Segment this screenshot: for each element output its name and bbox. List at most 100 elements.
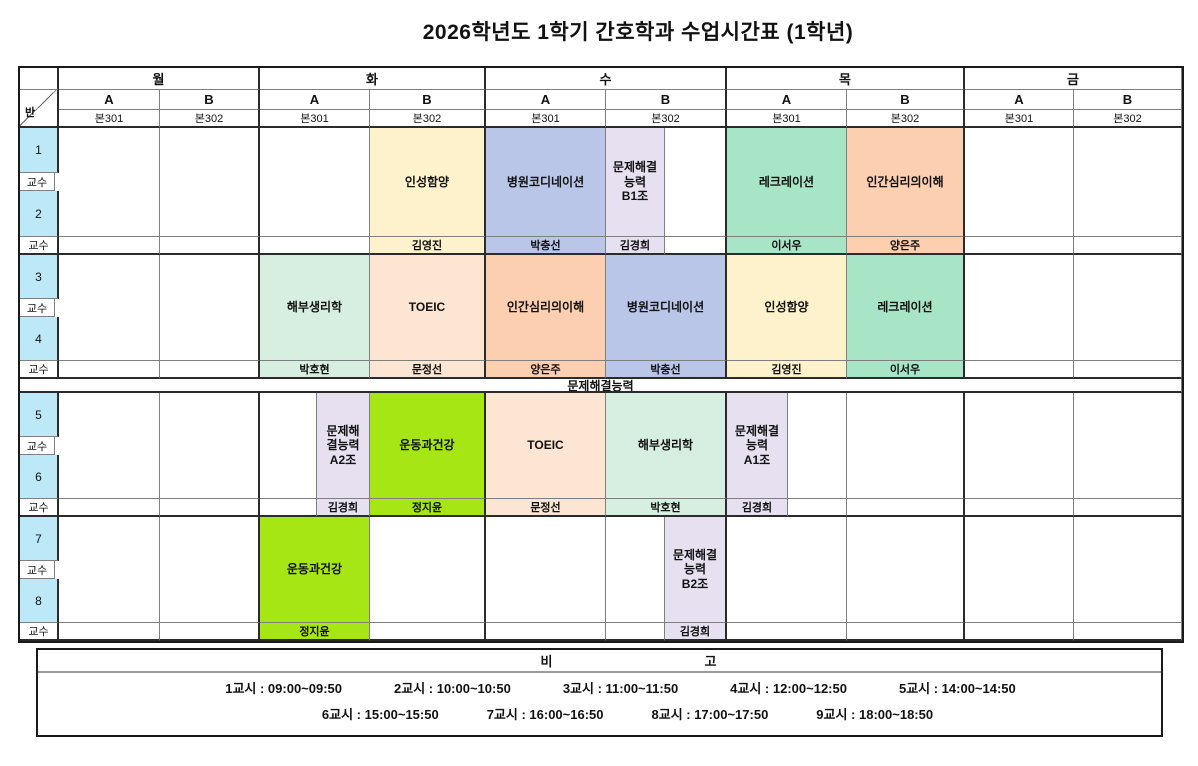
period-time: 2교시 : 10:00~10:50: [394, 681, 511, 696]
class-cell: 인간심리의이해: [847, 128, 965, 237]
room-label-수-B: 본302: [606, 110, 727, 128]
empty-slot: [1074, 393, 1182, 499]
professor-cell: 이서우: [727, 237, 847, 255]
empty-slot: [59, 255, 160, 361]
corner-class-label: 반: [25, 106, 36, 119]
period-number: 2: [20, 191, 59, 237]
remarks-title-left: 비: [540, 654, 553, 669]
class-cell: 인간심리의이해: [486, 255, 606, 361]
day-header-수: 수: [486, 68, 727, 90]
class-cell: 인성함양: [727, 255, 847, 361]
professor-cell: 문정선: [486, 499, 606, 517]
empty-slot: [965, 128, 1074, 237]
empty-slot: [160, 517, 260, 623]
empty-slot: [260, 128, 370, 237]
empty-slot: [1074, 128, 1182, 237]
professor-cell: 정지윤: [370, 499, 486, 517]
period-times-row-1: 1교시 : 09:00~09:50 2교시 : 10:00~10:50 3교시 : …: [38, 678, 1161, 697]
professor-cell: 양은주: [847, 237, 965, 255]
professor-row-label: 교수: [20, 237, 59, 255]
professor-cell: 박충선: [486, 237, 606, 255]
empty-professor-cell: [260, 499, 317, 517]
empty-professor-cell: [1074, 623, 1182, 641]
room-label-월-B: 본302: [160, 110, 260, 128]
professor-row-label: 교수: [20, 499, 59, 517]
empty-slot: [160, 393, 260, 499]
empty-professor-cell: [160, 361, 260, 379]
professor-cell: 이서우: [847, 361, 965, 379]
class-cell: 인성함양: [370, 128, 486, 237]
room-label-목-B: 본302: [847, 110, 965, 128]
section-header-수-B: B: [606, 90, 727, 110]
empty-slot: [160, 128, 260, 237]
section-header-화-A: A: [260, 90, 370, 110]
section-header-월-B: B: [160, 90, 260, 110]
room-label-화-A: 본301: [260, 110, 370, 128]
remarks-box: 비 고 1교시 : 09:00~09:50 2교시 : 10:00~10:50 3교…: [36, 648, 1163, 737]
empty-professor-cell: [1074, 499, 1182, 517]
empty-slot: [486, 517, 606, 623]
period-time: 7교시 : 16:00~16:50: [486, 707, 604, 722]
class-cell: 문제해결 능력 A1조: [727, 393, 788, 499]
empty-slot: [727, 517, 847, 623]
empty-slot: [260, 393, 317, 499]
section-header-화-B: B: [370, 90, 486, 110]
remarks-title-right: 고: [704, 654, 717, 669]
empty-professor-cell: [665, 237, 727, 255]
empty-slot: [370, 517, 486, 623]
period-number: 8: [20, 579, 59, 623]
period-times-row-2: 6교시 : 15:00~15:50 7교시 : 16:00~16:50 8교시 : …: [38, 704, 1161, 723]
corner-class-cell: 반: [20, 90, 59, 128]
section-header-목-B: B: [847, 90, 965, 110]
class-cell: 문제해결 능력 B2조: [665, 517, 727, 623]
period-number: 1: [20, 128, 59, 173]
professor-row-label: 교수: [20, 173, 55, 191]
period-time: 8교시 : 17:00~17:50: [651, 707, 769, 722]
empty-professor-cell: [965, 499, 1074, 517]
room-label-금-B: 본302: [1074, 110, 1182, 128]
empty-professor-cell: [1074, 237, 1182, 255]
empty-professor-cell: [965, 623, 1074, 641]
period-number: 6: [20, 455, 59, 499]
empty-professor-cell: [606, 623, 665, 641]
empty-slot: [847, 393, 965, 499]
period-number: 4: [20, 317, 59, 361]
timetable-grid: 반 문제해결능력 월 A 본301 B 본302 화 A 본301 B 본302 수 A 본301 B 본3…: [18, 66, 1184, 643]
day-header-월: 월: [59, 68, 260, 90]
day-header-화: 화: [260, 68, 486, 90]
period-number: 5: [20, 393, 59, 437]
professor-cell: 김경희: [665, 623, 727, 641]
empty-slot: [606, 517, 665, 623]
class-cell: 레크레이션: [727, 128, 847, 237]
empty-professor-cell: [965, 361, 1074, 379]
room-label-화-B: 본302: [370, 110, 486, 128]
professor-cell: 김영진: [727, 361, 847, 379]
professor-row-label: 교수: [20, 437, 55, 455]
empty-professor-cell: [370, 623, 486, 641]
section-header-금-B: B: [1074, 90, 1182, 110]
period-time: 5교시 : 14:00~14:50: [898, 681, 1016, 696]
empty-professor-cell: [1074, 361, 1182, 379]
empty-slot: [965, 255, 1074, 361]
section-header-수-A: A: [486, 90, 606, 110]
period-time: 9교시 : 18:00~18:50: [816, 707, 934, 722]
class-cell: 병원코디네이션: [486, 128, 606, 237]
class-cell: 병원코디네이션: [606, 255, 727, 361]
class-cell: 해부생리학: [260, 255, 370, 361]
page-title: 2026학년도 1학기 간호학과 수업시간표 (1학년): [422, 21, 854, 44]
professor-cell: 박호현: [260, 361, 370, 379]
empty-professor-cell: [847, 499, 965, 517]
professor-cell: 박충선: [606, 361, 727, 379]
empty-professor-cell: [59, 499, 160, 517]
period-number: 3: [20, 255, 59, 299]
class-cell: 운동과건강: [260, 517, 370, 623]
empty-professor-cell: [486, 623, 606, 641]
professor-cell: 김경희: [317, 499, 370, 517]
professor-cell: 김경희: [727, 499, 788, 517]
empty-slot: [59, 393, 160, 499]
empty-professor-cell: [160, 499, 260, 517]
section-header-목-A: A: [727, 90, 847, 110]
professor-cell: 양은주: [486, 361, 606, 379]
professor-cell: 문정선: [370, 361, 486, 379]
room-label-수-A: 본301: [486, 110, 606, 128]
